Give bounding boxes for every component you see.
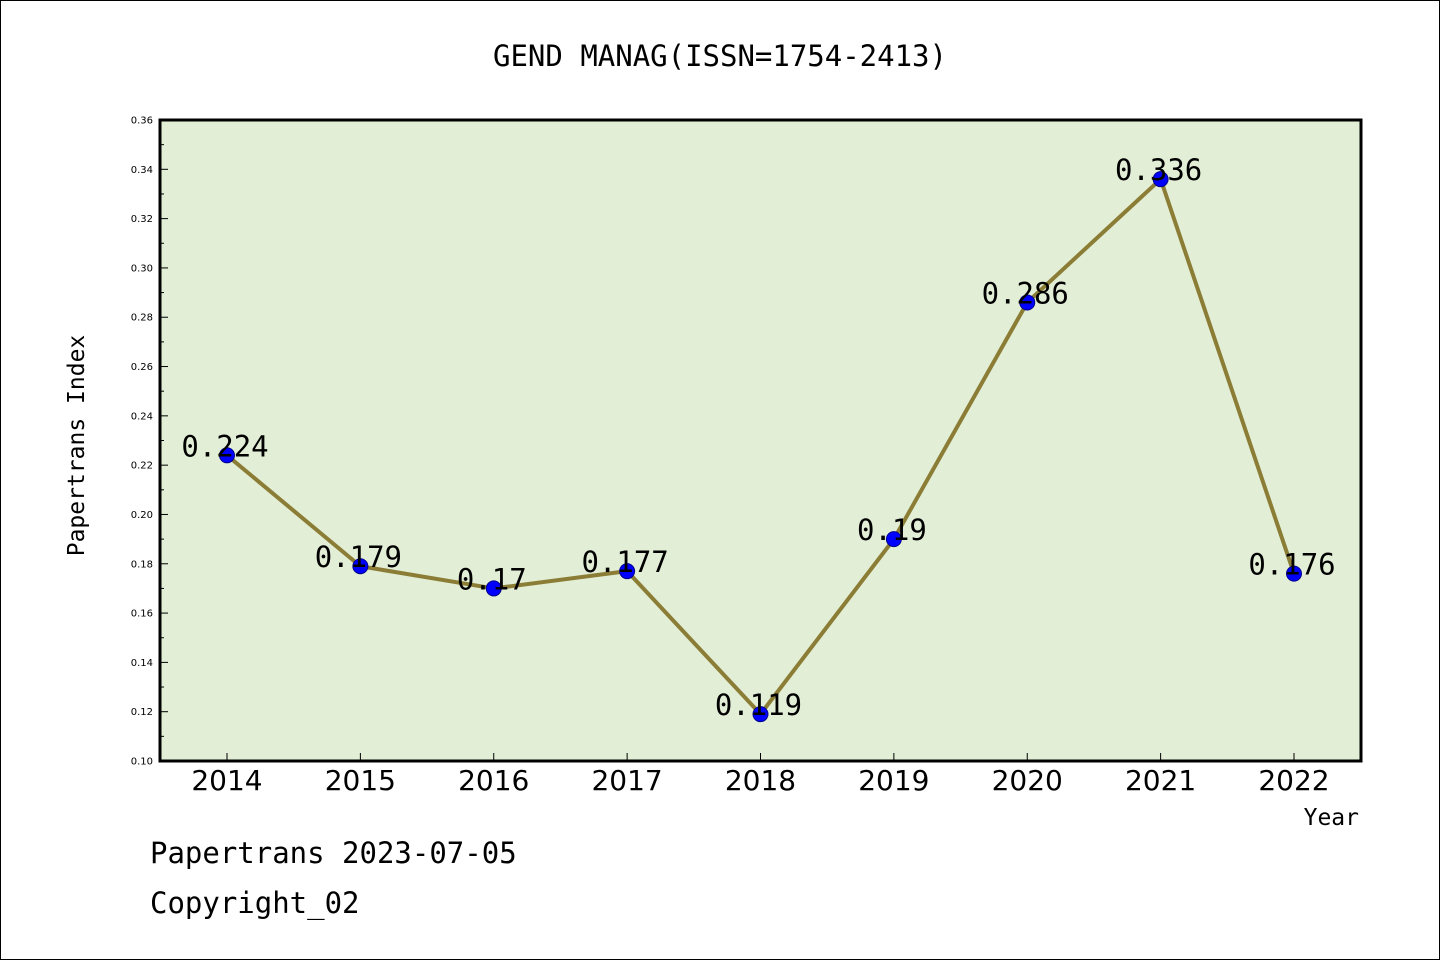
- y-tick-label: 0.32: [131, 214, 153, 225]
- data-point: [619, 563, 636, 580]
- y-tick-label: 0.16: [131, 609, 153, 620]
- y-tick-label: 0.28: [131, 313, 153, 324]
- y-tick-label: 0.30: [131, 263, 153, 274]
- chart-title: GEND MANAG(ISSN=1754-2413): [493, 39, 947, 73]
- x-tick-label: 2022: [1258, 764, 1329, 797]
- y-tick-label: 0.20: [131, 510, 153, 521]
- data-label: 0.177: [581, 545, 668, 579]
- data-label: 0.17: [457, 562, 527, 596]
- x-tick-label: 2017: [591, 764, 662, 797]
- data-label: 0.179: [315, 540, 402, 574]
- y-tick-label: 0.10: [131, 757, 153, 768]
- y-tick-label: 0.24: [131, 411, 153, 422]
- y-tick-label: 0.12: [131, 707, 153, 718]
- data-label: 0.336: [1115, 153, 1202, 187]
- footer-copyright-text: Copyright_02: [150, 886, 360, 920]
- data-point: [219, 447, 235, 464]
- x-tick-label: 2019: [858, 764, 929, 797]
- y-tick-label: 0.14: [131, 658, 153, 669]
- x-tick-label: 2015: [325, 764, 396, 797]
- y-axis-label: Papertrans Index: [64, 335, 90, 557]
- y-tick-label: 0.34: [131, 165, 153, 176]
- x-axis-label: Year: [1304, 805, 1359, 831]
- x-tick-label: 2014: [191, 764, 262, 797]
- plot-area: [160, 120, 1361, 761]
- series-group: 0.224 0.179 0.17 0.177 0.119 0.19 0.286 0.336 0.…: [181, 153, 1336, 723]
- y-tick-label: 0.18: [131, 559, 153, 570]
- data-point: [352, 558, 369, 575]
- y-tick-label: 0.22: [131, 461, 153, 472]
- x-tick-label: 2021: [1125, 764, 1196, 797]
- data-label: 0.286: [982, 276, 1069, 310]
- plot-border: [158, 118, 1363, 763]
- x-tick-label: 2016: [458, 764, 529, 797]
- y-tick-label: 0.26: [131, 362, 153, 373]
- x-axis-ticks: 2014 2015 2016 2017 2018 2019 2020 2021 2022: [191, 753, 1330, 797]
- data-label: 0.119: [715, 688, 802, 722]
- x-tick-label: 2018: [725, 764, 796, 797]
- data-label: 0.19: [857, 513, 927, 547]
- data-point: [885, 531, 902, 548]
- footer-date-text: Papertrans 2023-07-05: [150, 836, 517, 870]
- data-label: 0.224: [181, 429, 268, 463]
- data-point: [1152, 171, 1169, 188]
- x-tick-label: 2020: [992, 764, 1063, 797]
- data-point: [1019, 294, 1036, 311]
- data-point: [752, 706, 769, 723]
- y-axis-ticks: 0.10 0.12 0.14 0.16 0.18 0.20 0.22 0.24 0.26 0.28…: [131, 116, 168, 768]
- y-tick-label: 0.36: [131, 116, 153, 127]
- data-point: [485, 580, 502, 597]
- data-point: [1286, 565, 1302, 582]
- data-label: 0.176: [1248, 548, 1335, 582]
